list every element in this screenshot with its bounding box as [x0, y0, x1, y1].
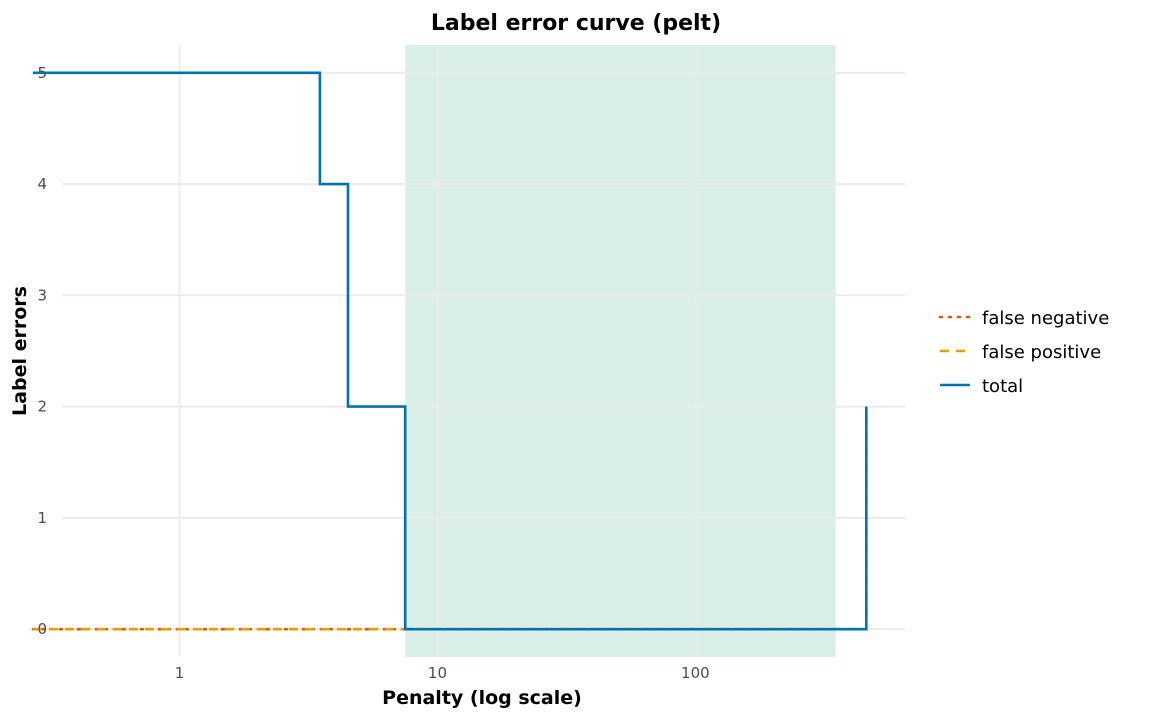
legend: false negative false positive total: [938, 308, 1109, 397]
series-layer: [31, 71, 868, 631]
y-tick-label: 0: [37, 620, 47, 638]
highlight-region: [405, 45, 836, 657]
y-tick-label: 4: [37, 175, 47, 193]
x-axis-title: Penalty (log scale): [382, 687, 582, 709]
tick-layer: 0 1 2 3 4 5 1 10 100: [37, 64, 709, 682]
y-axis-title: Label errors: [9, 286, 31, 416]
chart-title: Label error curve (pelt): [431, 11, 721, 36]
x-tick-label: 1: [175, 664, 185, 682]
x-tick-label: 100: [681, 664, 710, 682]
series-line-total: [32, 71, 868, 631]
legend-label: false positive: [982, 342, 1101, 363]
y-tick-label: 1: [37, 509, 47, 527]
x-tick-label: 10: [428, 664, 447, 682]
y-tick-label: 3: [37, 286, 47, 304]
legend-label: false negative: [982, 308, 1109, 329]
highlight-layer: [405, 45, 836, 657]
y-tick-label: 2: [37, 398, 47, 416]
legend-label: total: [982, 376, 1023, 397]
y-tick-label: 5: [37, 64, 47, 82]
